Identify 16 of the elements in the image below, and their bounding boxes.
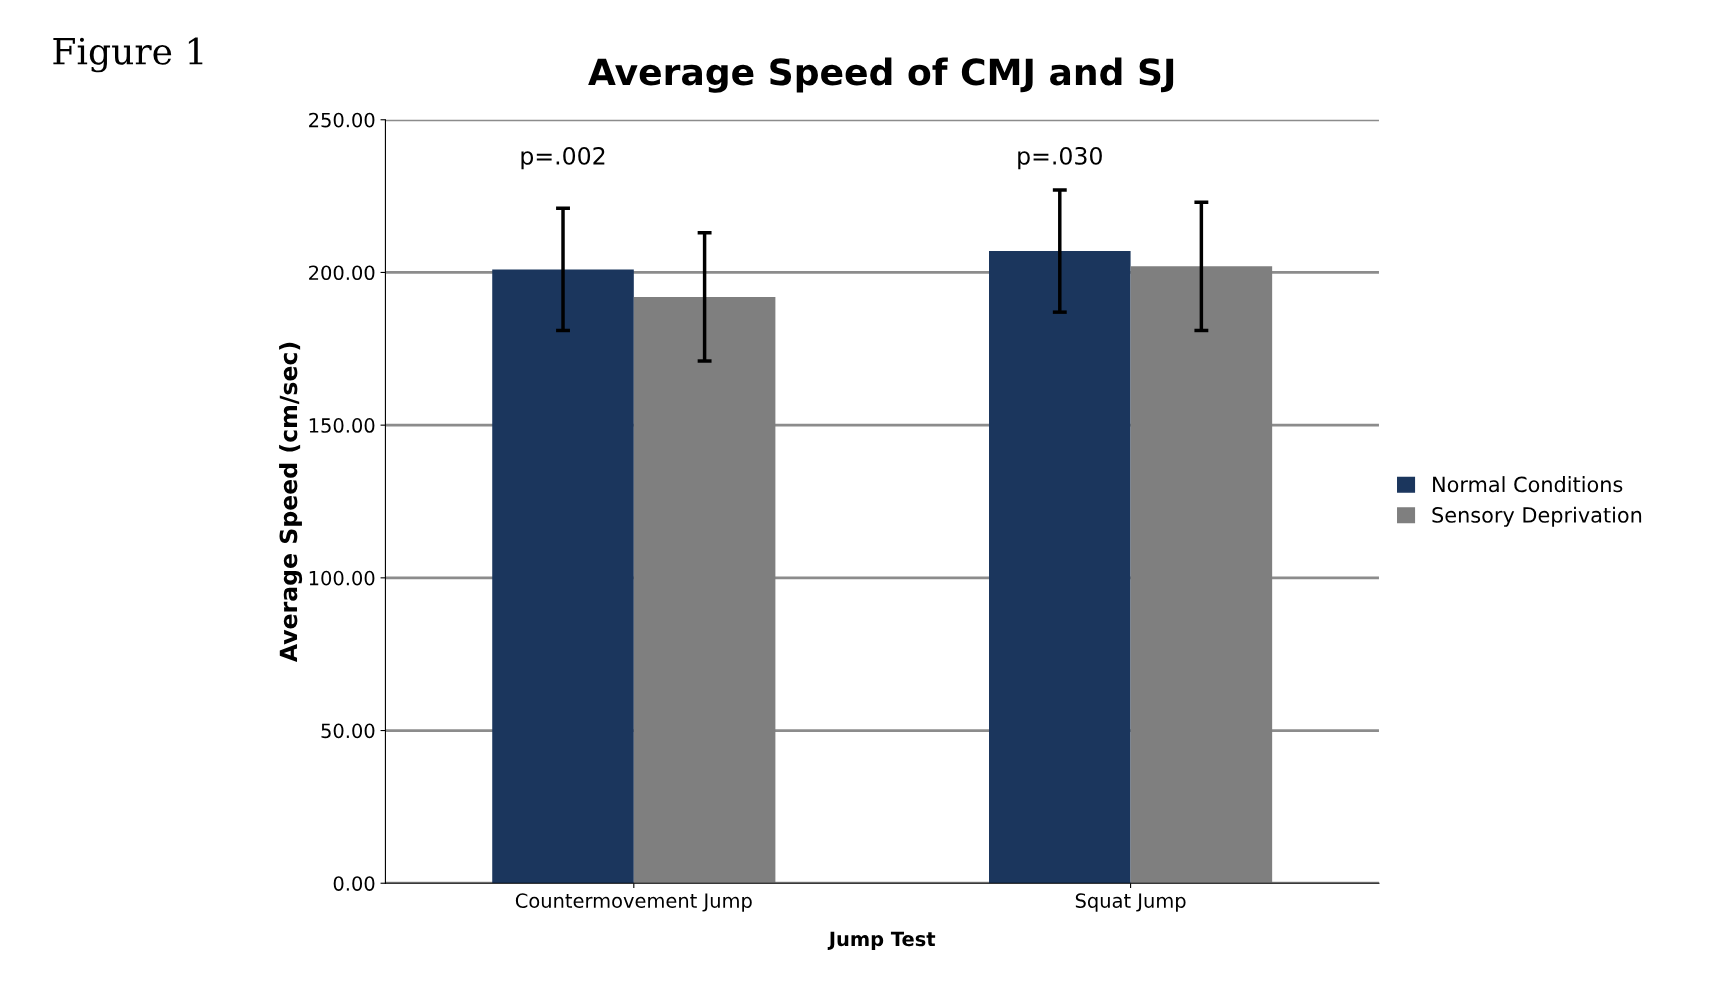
caption: Figure 1 — [53, 37, 203, 73]
y-axis-title: Average Speed (cm/sec) — [279, 342, 303, 663]
x-tick-label: Squat Jump — [1075, 893, 1186, 912]
annotation: p=.002 — [521, 146, 605, 170]
y-tick-label: 200.00 — [309, 265, 375, 281]
y-tick-label: 50.00 — [321, 723, 375, 739]
legend-label: Normal Conditions — [1433, 476, 1623, 493]
y-tick-label: 250.00 — [309, 112, 375, 128]
x-axis-title: Jump Test — [827, 931, 936, 951]
annotation: p=.030 — [1018, 146, 1102, 170]
y-tick-label: 0.00 — [333, 876, 375, 891]
y-tick-label: 150.00 — [309, 418, 375, 433]
y-tick-label: 100.00 — [309, 570, 375, 586]
legend-label: Sensory Deprivation — [1432, 506, 1642, 527]
chart-title: Average Speed of CMJ and SJ — [588, 57, 1174, 93]
x-tick-label: Countermovement Jump — [515, 893, 752, 912]
